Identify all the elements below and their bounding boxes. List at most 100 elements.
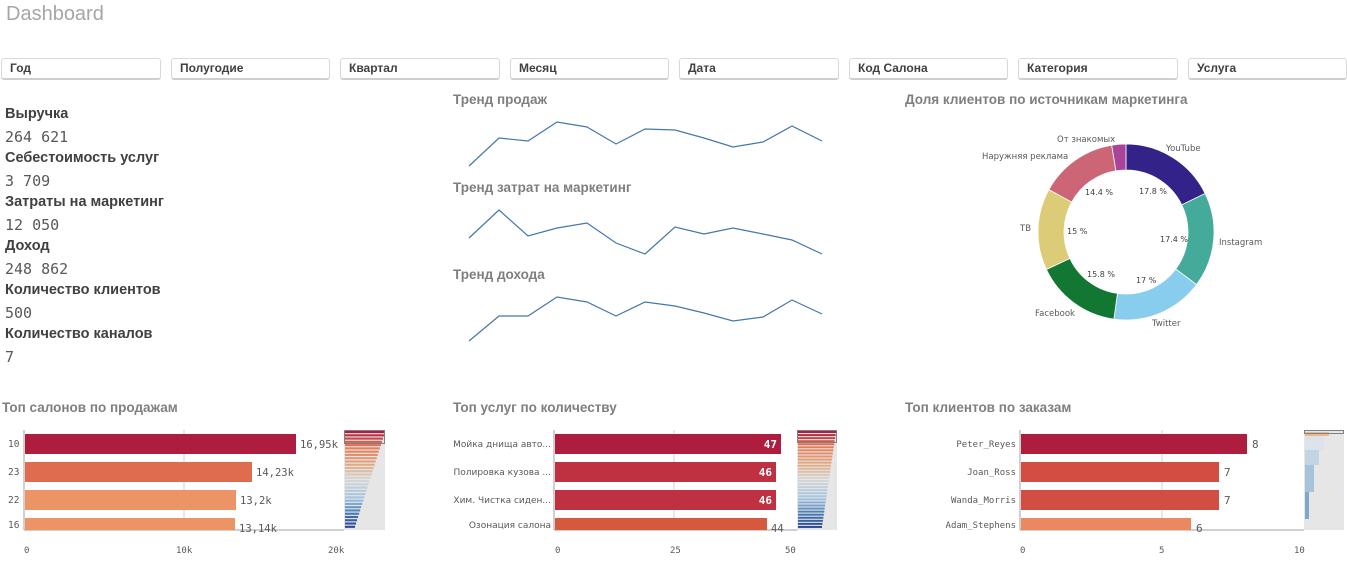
- marketing-trend-line[interactable]: [468, 209, 823, 255]
- income-trend-title: Тренд дохода: [453, 267, 545, 282]
- bar-value: 46: [759, 494, 773, 507]
- bar-value: 13,2k: [240, 495, 272, 507]
- donut-label-instagram: Instagram: [1219, 238, 1262, 248]
- kpi-marketing-label: Затраты на маркетинг: [5, 194, 164, 210]
- filter-year[interactable]: Год: [1, 58, 161, 80]
- x-tick: 10k: [176, 546, 193, 556]
- kpi-list: Выручка 264 621 Себестоимость услуг 3 70…: [5, 106, 164, 370]
- donut-label-youtube: YouTube: [1165, 144, 1201, 154]
- donut-label-outdoor: Наружняя реклама: [982, 152, 1068, 162]
- clients-minimap-scrollbar[interactable]: [1304, 430, 1344, 530]
- bar-value: 46: [759, 466, 773, 479]
- donut-pct-youtube: 17.8 %: [1139, 187, 1167, 196]
- kpi-clients-value: 500: [5, 304, 33, 322]
- x-tick: 5: [1159, 546, 1164, 556]
- bar-service-3[interactable]: [555, 490, 776, 510]
- axis-label: Озонация салона: [469, 521, 551, 531]
- clients-bar-chart: Peter_Reyes Joan_Ross Wanda_Morris Adam_…: [946, 430, 1344, 556]
- filter-category[interactable]: Категория: [1018, 58, 1178, 80]
- axis-label: Полировка кузова ...: [453, 468, 551, 478]
- donut-slice[interactable]: [1111, 143, 1127, 172]
- axis-label: Joan_Ross: [967, 468, 1016, 478]
- axis-label: Хим. Чистка сиден...: [453, 496, 551, 506]
- bar-value: 8: [1252, 438, 1259, 451]
- filter-label: Год: [10, 61, 31, 75]
- salons-bar-title: Топ салонов по продажам: [2, 400, 178, 415]
- x-tick: 50: [785, 546, 796, 556]
- donut-pct-instagram: 17.4 %: [1160, 235, 1188, 244]
- axis-label: Peter_Reyes: [956, 440, 1016, 450]
- x-tick: 0: [555, 546, 560, 556]
- bar-value: 7: [1224, 466, 1231, 479]
- kpi-cost-value: 3 709: [5, 172, 51, 190]
- bar-value: 16,95k: [300, 439, 339, 451]
- filter-salon-code[interactable]: Код Салона: [849, 58, 1008, 80]
- filter-label: Код Салона: [858, 61, 928, 75]
- bar-salon-23[interactable]: [25, 462, 252, 482]
- bar-salon-16[interactable]: [25, 518, 235, 530]
- x-tick: 20k: [328, 546, 345, 556]
- bar-service-1[interactable]: [555, 434, 781, 454]
- donut-pct-tv: 15 %: [1067, 227, 1088, 236]
- sales-trend-line[interactable]: [468, 121, 823, 167]
- bar-client-joan-ross[interactable]: [1021, 462, 1219, 482]
- axis-label: 10: [8, 439, 20, 450]
- kpi-channels-label: Количество каналов: [5, 326, 153, 342]
- donut-label-twitter: Twitter: [1151, 319, 1181, 329]
- bar-service-4[interactable]: [555, 518, 767, 530]
- kpi-revenue-value: 264 621: [5, 128, 69, 146]
- bar-client-adam-stephens[interactable]: [1021, 518, 1191, 530]
- filter-quarter[interactable]: Квартал: [340, 58, 500, 80]
- bar-value: 14,23k: [256, 467, 295, 479]
- axis-label: Wanda_Morris: [951, 496, 1016, 506]
- axis-label: 22: [8, 495, 19, 506]
- x-tick: 10: [1294, 546, 1305, 556]
- kpi-income-label: Доход: [5, 238, 50, 254]
- bar-salon-22[interactable]: [25, 490, 236, 510]
- salons-minimap-scrollbar[interactable]: [344, 430, 385, 530]
- donut-label-tv: TB: [1019, 224, 1031, 234]
- filter-date[interactable]: Дата: [679, 58, 839, 80]
- marketing-trend-title: Тренд затрат на маркетинг: [453, 180, 632, 195]
- kpi-revenue-label: Выручка: [5, 106, 69, 122]
- x-tick: 0: [1020, 546, 1025, 556]
- kpi-clients-label: Количество клиентов: [5, 282, 161, 298]
- filter-label: Полугодие: [180, 61, 244, 75]
- filter-service[interactable]: Услуга: [1188, 58, 1347, 80]
- donut-label-facebook: Facebook: [1035, 309, 1075, 319]
- bar-service-2[interactable]: [555, 462, 776, 482]
- axis-label: Adam_Stephens: [946, 521, 1016, 531]
- sales-trend-title: Тренд продаж: [453, 92, 548, 107]
- kpi-income-value: 248 862: [5, 260, 69, 278]
- filter-month[interactable]: Месяц: [510, 58, 669, 80]
- bar-value: 6: [1196, 522, 1203, 535]
- bar-salon-10[interactable]: [25, 434, 296, 454]
- page-title: Dashboard: [6, 3, 104, 25]
- income-trend-line[interactable]: [468, 296, 823, 342]
- filter-half-year[interactable]: Полугодие: [171, 58, 330, 80]
- x-tick: 25: [670, 546, 681, 556]
- filter-label: Услуга: [1197, 61, 1237, 75]
- services-minimap-scrollbar[interactable]: [797, 430, 837, 530]
- kpi-marketing-value: 12 050: [5, 216, 60, 234]
- filter-label: Месяц: [519, 61, 557, 75]
- donut-pct-twitter: 17 %: [1136, 276, 1157, 285]
- bar-value: 47: [764, 438, 777, 451]
- bar-value: 13,14k: [239, 523, 278, 535]
- donut-title: Доля клиентов по источникам маркетинга: [905, 92, 1188, 107]
- services-bar-chart: Мойка днища авто... Полировка кузова ...…: [453, 430, 837, 556]
- bar-value: 44: [771, 523, 784, 535]
- donut-pct-facebook: 15.8 %: [1087, 270, 1115, 279]
- axis-label: 23: [8, 467, 19, 478]
- bar-value: 7: [1224, 494, 1231, 507]
- filter-label: Дата: [688, 61, 716, 75]
- bar-client-peter-reyes[interactable]: [1021, 434, 1247, 454]
- kpi-channels-value: 7: [5, 348, 15, 366]
- donut-pct-outdoor: 14.4 %: [1085, 188, 1113, 197]
- bar-client-wanda-morris[interactable]: [1021, 490, 1219, 510]
- filter-label: Категория: [1027, 61, 1088, 75]
- clients-bar-title: Топ клиентов по заказам: [905, 400, 1072, 415]
